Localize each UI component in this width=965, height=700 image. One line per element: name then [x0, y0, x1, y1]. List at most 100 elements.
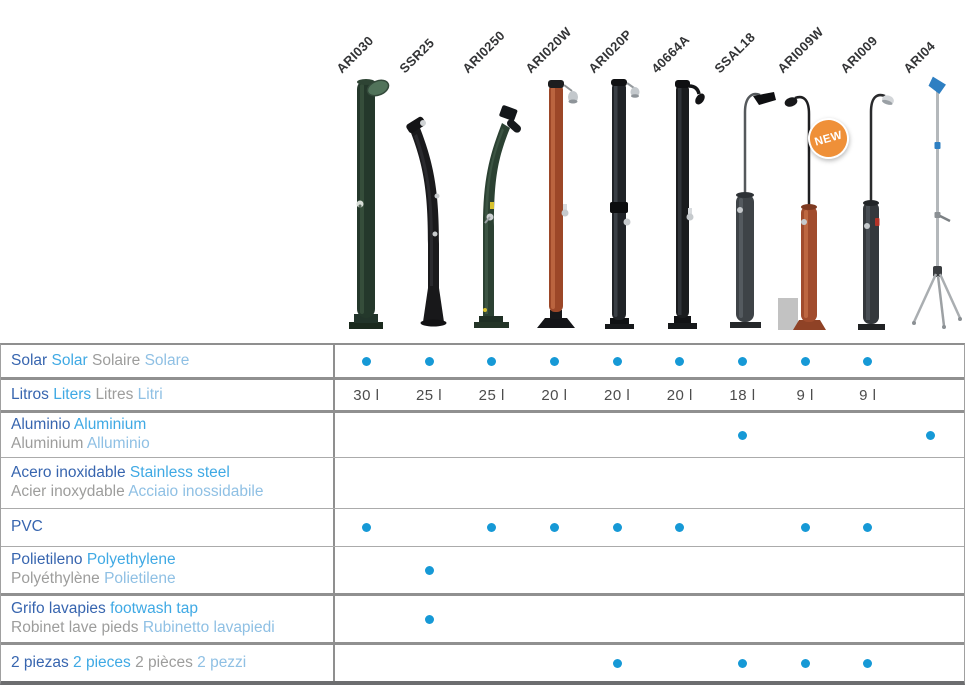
capacity-value: 20 l: [604, 386, 631, 404]
feature-cell: [711, 345, 774, 377]
product-column-40664a: 40664A: [648, 0, 713, 343]
empty-cell: [460, 645, 523, 681]
label-segment-en: Polyethylene: [86, 551, 176, 569]
capacity-cell: 25 l: [460, 380, 523, 410]
empty-cell: [837, 596, 900, 642]
label-segment-fr: Robinet lave pieds: [11, 619, 139, 636]
product-code-label: ARI020W: [522, 24, 575, 76]
row-label: Grifo lavapies footwash tap Robinet lave …: [1, 596, 335, 642]
capacity-value: 18 l: [729, 386, 756, 404]
row-cells: [335, 596, 964, 642]
empty-cell: [460, 547, 523, 593]
product-column-ari020w: ARI020W: [522, 0, 587, 343]
empty-cell: [711, 509, 774, 546]
feature-dot: [737, 430, 747, 440]
empty-cell: [586, 458, 649, 508]
label-segment-es: PVC: [11, 518, 43, 536]
row-cells: [335, 509, 964, 546]
products-header: ARI030 SSR25: [333, 0, 965, 343]
empty-cell: [837, 547, 900, 593]
empty-cell: [398, 645, 461, 681]
product-label-zone: 40664A: [648, 0, 713, 76]
label-segment-fr: 2 pièces: [135, 653, 193, 671]
label-segment-fr: Litres: [95, 385, 134, 403]
empty-cell: [335, 413, 398, 457]
feature-cell: [586, 345, 649, 377]
empty-cell: [648, 413, 711, 457]
empty-cell: [711, 458, 774, 508]
label-segment-en: Stainless steel: [129, 464, 230, 482]
capacity-cell: 9 l: [837, 380, 900, 410]
feature-cell: [711, 413, 774, 457]
row-label-line: Acero inoxidable Stainless steel: [11, 464, 333, 483]
empty-cell: [899, 645, 962, 681]
empty-cell: [899, 380, 962, 410]
row-label-line: Aluminium Alluminio: [11, 435, 333, 454]
product-column-ari020p: ARI020P: [585, 0, 650, 343]
capacity-cell: 18 l: [711, 380, 774, 410]
feature-dot: [800, 523, 810, 532]
empty-cell: [335, 645, 398, 681]
capacity-cell: 20 l: [586, 380, 649, 410]
empty-cell: [398, 509, 461, 546]
feature-cell: [774, 345, 837, 377]
product-code-label: ARI020P: [585, 26, 635, 76]
feature-dot: [737, 658, 747, 668]
product-code-label: ARI009W: [774, 24, 827, 76]
empty-cell: [899, 547, 962, 593]
feature-cell: [335, 509, 398, 546]
product-label-zone: SSAL18: [711, 0, 776, 76]
feature-cell: [837, 345, 900, 377]
empty-cell: [398, 458, 461, 508]
feature-cell: [711, 645, 774, 681]
label-segment-es: Polietileno: [11, 551, 83, 569]
empty-cell: [586, 413, 649, 457]
row-cells: [335, 413, 964, 457]
product-label-zone: ARI04: [900, 0, 965, 76]
capacity-value: 20 l: [541, 386, 568, 404]
empty-cell: [899, 596, 962, 642]
row-label-line: Solar Solar Solaire Solare: [11, 352, 333, 371]
row-label: Solar Solar Solaire Solare: [1, 345, 335, 377]
row-label-line: Grifo lavapies footwash tap: [11, 600, 333, 619]
product-code-label: SSR25: [396, 35, 438, 76]
empty-cell: [335, 596, 398, 642]
product-label-zone: ARI020W: [522, 0, 587, 76]
feature-dot: [361, 356, 371, 366]
table-row-polietileno: Polietileno Polyethylene Polyéthylène Pol…: [1, 547, 964, 596]
empty-cell: [523, 596, 586, 642]
product-image-ssal18: [730, 92, 776, 328]
feature-cell: [335, 345, 398, 377]
row-label-line: Polyéthylène Polietilene: [11, 570, 333, 589]
label-segment-it: 2 pezzi: [197, 653, 247, 671]
feature-dot: [800, 658, 810, 668]
label-segment-es: Solar: [11, 351, 48, 369]
product-image-ari020p: [605, 79, 640, 329]
product-code-label: ARI0250: [459, 27, 508, 76]
feature-cell: [460, 509, 523, 546]
row-label: 2 piezas 2 pieces 2 pièces 2 pezzi: [1, 645, 335, 681]
row-label-line: Acier inoxydable Acciaio inossidabile: [11, 483, 333, 502]
empty-cell: [774, 458, 837, 508]
product-image-40664a: [668, 80, 705, 329]
feature-dot: [424, 565, 434, 575]
label-segment-es: Aluminio: [11, 416, 71, 434]
row-cells: [335, 345, 964, 377]
product-label-zone: ARI030: [333, 0, 398, 76]
feature-cell: [586, 509, 649, 546]
row-label: Acero inoxidable Stainless steel Acier in…: [1, 458, 335, 508]
table-row-aluminio: Aluminio Aluminium Aluminium Alluminio: [1, 413, 964, 458]
feature-dot: [863, 356, 873, 366]
product-column-ari030: ARI030: [333, 0, 398, 343]
empty-cell: [648, 645, 711, 681]
table-row-litros: Litros Liters Litres Litri 30 l 25 l 25 l 20…: [1, 380, 964, 413]
label-segment-it: Polietilene: [104, 570, 176, 587]
empty-cell: [648, 458, 711, 508]
feature-table: Solar Solar Solaire Solare Litros Liters …: [0, 343, 965, 685]
table-row-grifo: Grifo lavapies footwash tap Robinet lave …: [1, 596, 964, 645]
capacity-value: 25 l: [478, 386, 505, 404]
capacity-value: 9 l: [859, 386, 877, 404]
row-cells: [335, 645, 964, 681]
empty-cell: [586, 547, 649, 593]
capacity-cell: 25 l: [398, 380, 461, 410]
